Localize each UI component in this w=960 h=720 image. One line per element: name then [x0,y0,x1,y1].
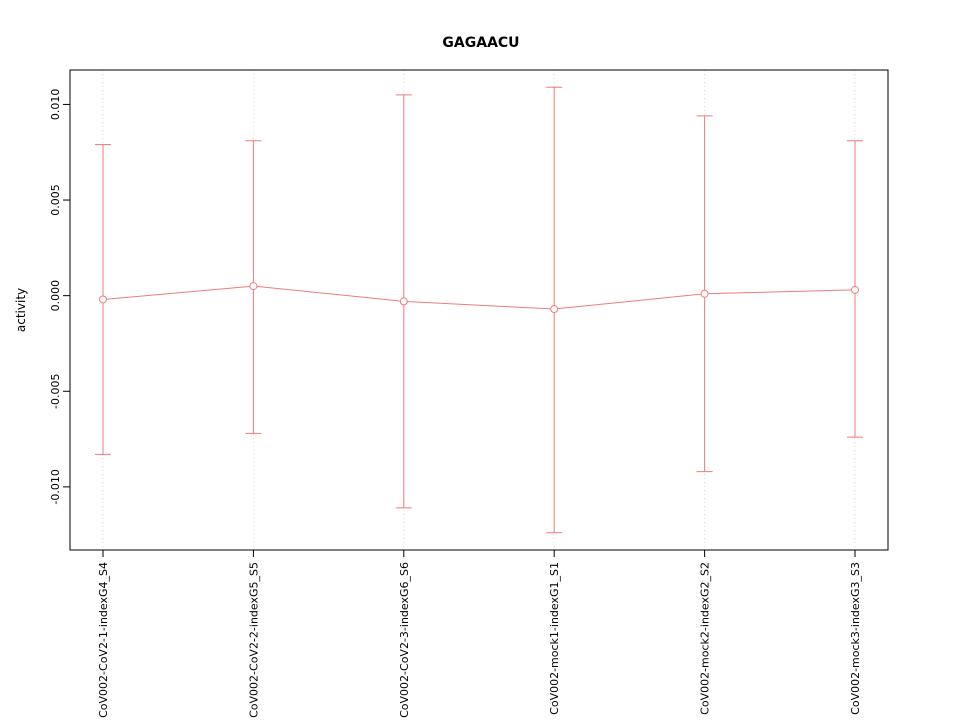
plot-frame [69,69,889,551]
data-point [550,305,559,314]
y-tick-label: 0.005 [49,184,62,216]
x-tick-label: CoV002-CoV2-3-indexG6_S6 [398,562,411,718]
y-tick-label: 0.000 [49,280,62,312]
y-tick-label: 0.010 [49,89,62,121]
data-point [99,295,107,304]
data-point [851,285,859,294]
data-point [700,289,709,298]
x-tick-label: CoV002-mock1-indexG1_S1 [548,562,561,715]
data-point [399,297,408,306]
x-tick-label: CoV002-CoV2-2-indexG5_S5 [247,562,260,718]
y-axis-label: activity [14,288,28,332]
x-tick-label: CoV002-mock2-indexG2_S2 [699,562,712,715]
x-tick-label: CoV002-mock3-indexG3_S3 [849,562,862,715]
chart-title: GAGAACU [442,35,519,51]
data-point [249,282,258,291]
x-tick-label: CoV002-CoV2-1-indexG4_S4 [97,562,110,718]
y-tick-label: -0.010 [49,469,62,504]
plot-area: -0.010 -0.005 0.000 0.005 0.010 CoV002-CoV2-1… [49,69,889,718]
series-line [102,285,856,310]
y-tick-label: -0.005 [49,374,62,409]
